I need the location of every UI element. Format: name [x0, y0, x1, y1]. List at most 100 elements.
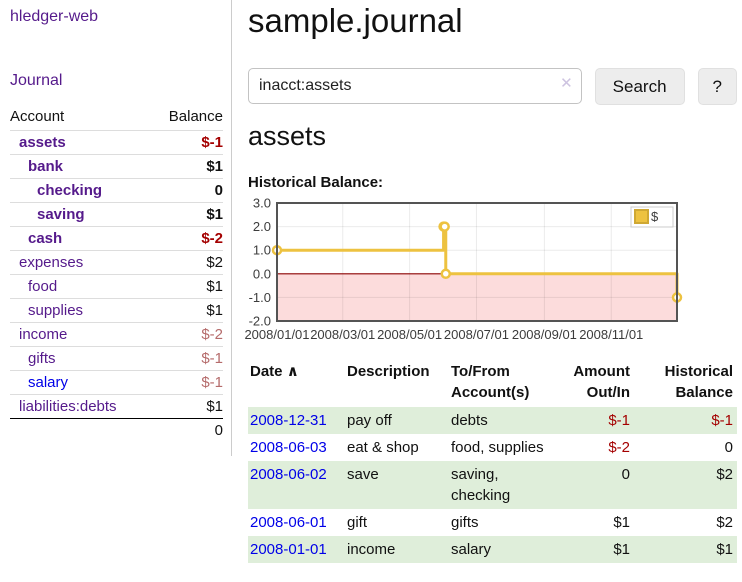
transaction-description: save	[345, 461, 449, 509]
y-tick-label: 1.0	[253, 243, 271, 258]
balance-column-header: Balance	[168, 108, 223, 125]
transaction-balance: 0	[724, 439, 733, 456]
y-tick-label: -2.0	[249, 314, 271, 329]
transaction-row: 2008-12-31 pay off debts $-1 $-1	[248, 407, 737, 434]
transaction-row: 2008-06-03 eat & shop food, supplies $-2 0	[248, 434, 737, 461]
y-tick-label: 3.0	[253, 196, 271, 211]
register-table: Date ∧ Description To/From Account(s) Am…	[248, 359, 737, 563]
transaction-amount: $1	[549, 536, 634, 563]
transaction-row: 2008-01-01 income salary $1 $1	[248, 536, 737, 563]
account-balance: $2	[151, 250, 223, 275]
accounts-header-row: Account Balance	[10, 105, 223, 131]
transaction-date-link[interactable]: 2008-06-01	[250, 514, 327, 531]
plot-border	[276, 202, 678, 322]
search-input[interactable]	[248, 68, 582, 104]
data-point	[439, 221, 450, 232]
transaction-row: 2008-06-01 gift gifts $1 $2	[248, 509, 737, 536]
account-link[interactable]: food	[28, 278, 58, 295]
account-row: food $1	[10, 274, 223, 299]
legend-label: $	[651, 209, 659, 224]
account-balance: $1	[151, 298, 223, 323]
transaction-amount: $-1	[549, 407, 634, 434]
accounts-body: assets $-1 bank $1 checking 0 saving $1 cash $-2 e…	[10, 130, 223, 419]
account-balance: 0	[151, 178, 223, 203]
account-balance: $1	[151, 202, 223, 227]
transaction-accounts: saving, checking	[449, 461, 549, 509]
x-tick-label: 2008/11/01	[579, 327, 643, 342]
account-balance: $-2	[151, 322, 223, 347]
account-row: assets $-1	[10, 130, 223, 155]
transaction-date-link[interactable]: 2008-06-02	[250, 466, 327, 483]
transaction-accounts: debts	[449, 407, 549, 434]
account-link[interactable]: salary	[28, 374, 69, 391]
account-balance: $-1	[151, 346, 223, 371]
search-input-wrap: ✕	[248, 68, 582, 104]
x-tick-label: 2008/05/01	[377, 327, 442, 342]
transaction-date-link[interactable]: 2008-06-03	[250, 439, 327, 456]
transaction-balance: $2	[634, 461, 737, 509]
help-button[interactable]: ?	[697, 68, 737, 105]
account-link[interactable]: bank	[28, 158, 64, 175]
sidebar: hledger-web Journal Account Balance asse…	[0, 0, 232, 456]
main-content: sample.journal ✕ Search ? assets Histori…	[244, 0, 737, 563]
account-row: bank $1	[10, 154, 223, 179]
account-link[interactable]: liabilities:debts	[19, 398, 117, 415]
transaction-balance: $2	[716, 514, 733, 531]
register-header-row: Date ∧ Description To/From Account(s) Am…	[248, 359, 737, 407]
transaction-amount: $-2	[608, 439, 630, 456]
account-row: liabilities:debts $1	[10, 394, 223, 419]
y-tick-label: 2.0	[253, 219, 271, 234]
tofrom-accounts-column-header: To/From Account(s)	[451, 363, 530, 401]
account-link[interactable]: cash	[28, 230, 63, 247]
accounts-total: 0	[151, 418, 223, 442]
data-point	[440, 268, 452, 280]
account-row: salary $-1	[10, 370, 223, 395]
account-link[interactable]: supplies	[28, 302, 84, 319]
account-column-header: Account	[10, 108, 65, 125]
page-title: sample.journal	[248, 2, 463, 39]
account-balance: $1	[151, 154, 223, 179]
transaction-balance: $1	[634, 536, 737, 563]
transaction-accounts: food, supplies	[451, 439, 544, 456]
account-link[interactable]: income	[19, 326, 68, 343]
account-link[interactable]: gifts	[28, 350, 56, 367]
account-row: cash $-2	[10, 226, 223, 251]
account-row: checking 0	[10, 178, 223, 203]
x-tick-label: 2008/01/01	[244, 327, 309, 342]
date-column-header[interactable]: Date ∧	[248, 359, 345, 407]
sort-ascending-icon: ∧	[286, 363, 299, 380]
account-link[interactable]: saving	[37, 206, 85, 223]
transaction-accounts: salary	[449, 536, 549, 563]
x-tick-label: 2008/03/01	[310, 327, 375, 342]
accounts-table: Account Balance assets $-1 bank $1 checking 0…	[10, 105, 223, 442]
negative-region	[277, 273, 677, 321]
accounts-total-row: 0	[10, 418, 223, 442]
search-form: ✕ Search ?	[248, 68, 737, 105]
account-balance: $1	[151, 274, 223, 299]
sidebar-item-journal[interactable]: Journal	[10, 72, 63, 89]
historical-balance-column-header: Historical Balance	[664, 363, 733, 401]
account-balance: $-1	[151, 130, 223, 155]
account-row: income $-2	[10, 322, 223, 347]
account-link[interactable]: expenses	[19, 254, 84, 271]
y-tick-label: 0.0	[253, 266, 271, 281]
account-row: supplies $1	[10, 298, 223, 323]
app-title-link[interactable]: hledger-web	[10, 8, 99, 25]
clear-search-icon[interactable]: ✕	[560, 75, 573, 92]
account-row: gifts $-1	[10, 346, 223, 371]
amount-column-header: Amount Out/In	[573, 363, 630, 401]
y-tick-label: -1.0	[249, 290, 271, 305]
account-link[interactable]: checking	[37, 182, 103, 199]
date-header-label: Date	[250, 363, 283, 380]
transaction-date-link[interactable]: 2008-12-31	[250, 412, 327, 429]
account-heading: assets	[248, 121, 327, 151]
account-link[interactable]: assets	[19, 134, 66, 151]
transaction-amount: 0	[549, 461, 634, 509]
account-row: expenses $2	[10, 250, 223, 275]
transaction-date-link[interactable]: 2008-01-01	[250, 541, 327, 558]
transaction-description: pay off	[345, 407, 449, 434]
search-button[interactable]: Search	[594, 68, 685, 105]
register-body: 2008-12-31 pay off debts $-1 $-1 2008-06-03 ea…	[248, 407, 737, 563]
x-tick-label: 2008/07/01	[444, 327, 509, 342]
